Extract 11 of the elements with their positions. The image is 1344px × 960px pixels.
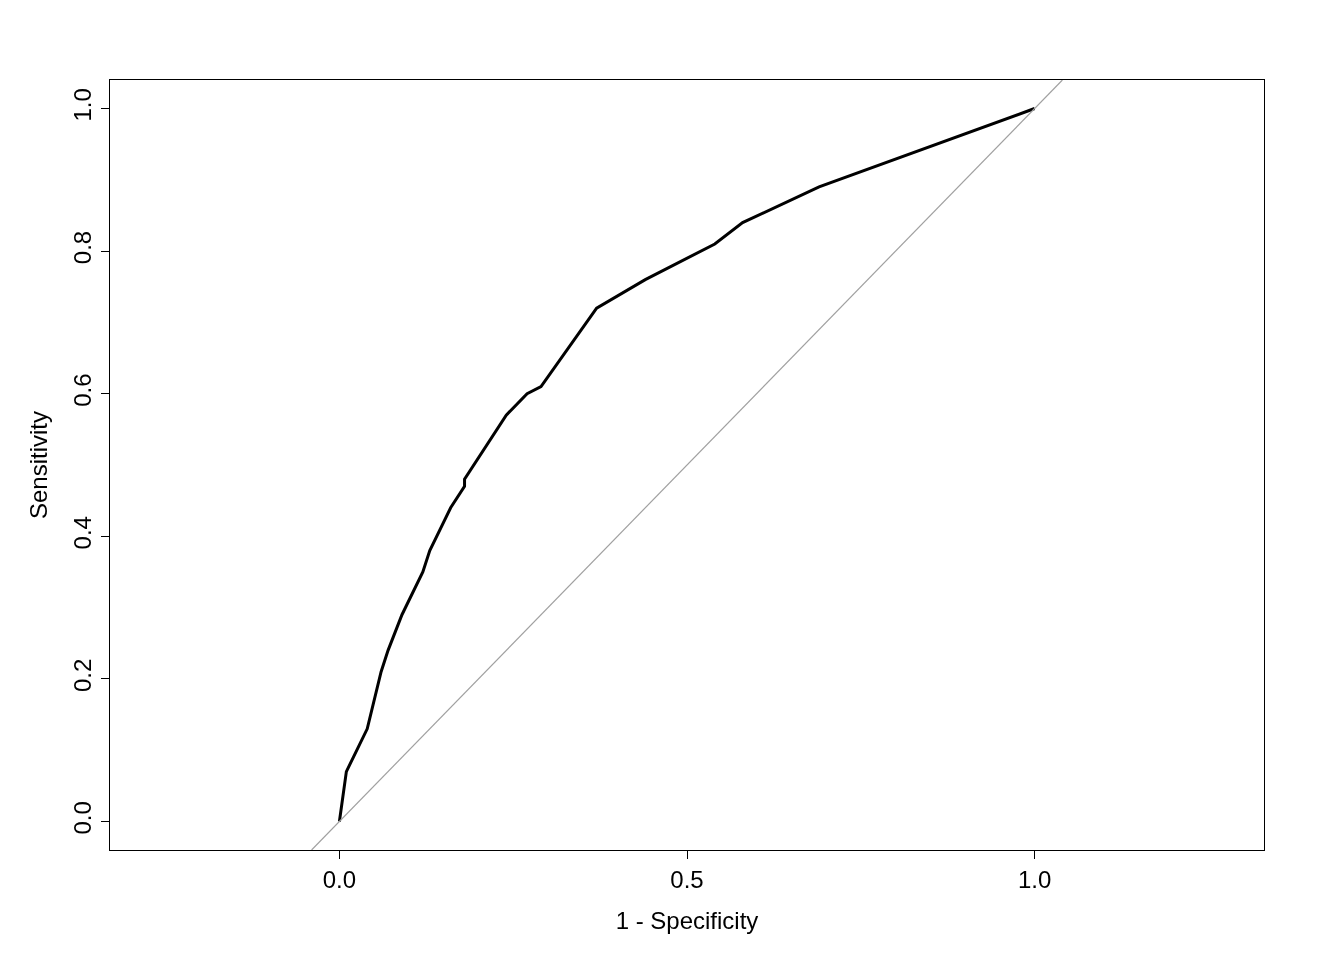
y-tick-label: 0.4	[69, 516, 97, 550]
y-tick-label: 0.8	[69, 230, 97, 265]
y-tick-label: 0.2	[69, 658, 97, 692]
y-tick-label: 0.0	[69, 801, 97, 835]
y-tick-label: 0.6	[69, 373, 97, 407]
x-tick-label: 0.5	[670, 865, 704, 893]
y-axis-title: Sensitivity	[24, 410, 52, 520]
x-axis-title: 1 - Specificity	[615, 907, 759, 935]
x-tick-label: 1.0	[1017, 865, 1052, 893]
x-tick-label: 0.0	[322, 865, 357, 893]
y-tick-label: 1.0	[69, 88, 97, 122]
